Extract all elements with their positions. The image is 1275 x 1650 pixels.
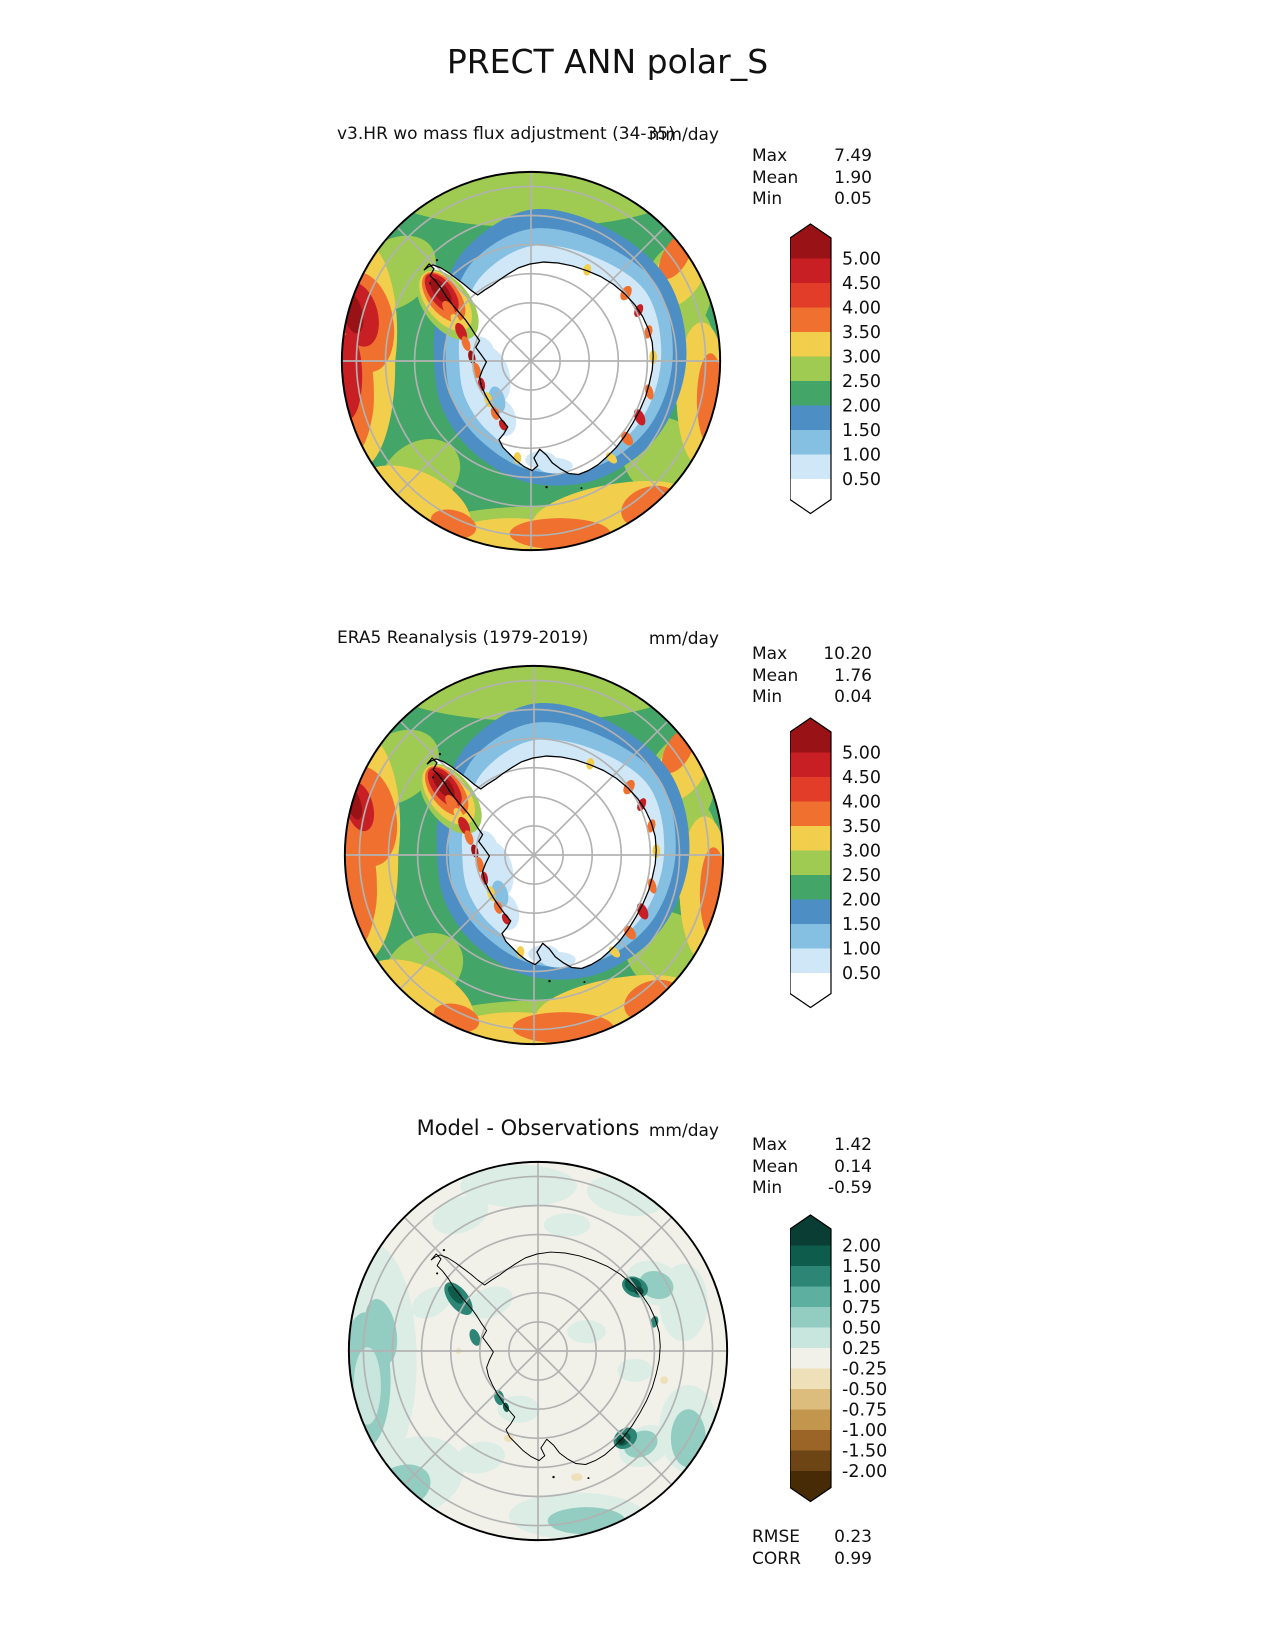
stats-block-model: Max 7.49 Mean 1.90 Min 0.05 xyxy=(752,146,872,211)
svg-text:1.00: 1.00 xyxy=(842,1278,881,1298)
svg-text:-0.50: -0.50 xyxy=(842,1380,887,1400)
stat-value: 0.14 xyxy=(834,1156,872,1177)
stat-label: Min xyxy=(752,189,783,209)
stat-value: 7.49 xyxy=(834,146,872,166)
panel-units-model: mm/day xyxy=(648,125,719,145)
stat-row: Max 10.20 xyxy=(752,644,872,666)
panel-title-model: v3.HR wo mass flux adjustment (34-35) xyxy=(337,124,675,144)
metric-row: CORR 0.99 xyxy=(752,1549,872,1571)
svg-text:5.00: 5.00 xyxy=(842,744,881,764)
metric-row: RMSE 0.23 xyxy=(752,1527,872,1549)
panel-title-reference: ERA5 Reanalysis (1979-2019) xyxy=(337,628,589,648)
figure-title: PRECT ANN polar_S xyxy=(446,42,769,81)
svg-text:-1.50: -1.50 xyxy=(842,1442,887,1462)
stat-label: Min xyxy=(752,1178,783,1198)
svg-text:1.50: 1.50 xyxy=(842,421,881,441)
svg-text:3.00: 3.00 xyxy=(842,348,881,368)
colorbar-difference: 2.00 1.50 1.00 0.75 0.50 0.25 -0.25 -0.50 -0.75-… xyxy=(789,1213,920,1512)
stat-label: Max xyxy=(752,146,788,166)
svg-text:3.50: 3.50 xyxy=(842,323,881,343)
stat-row: Min 0.04 xyxy=(752,687,872,709)
metric-label: RMSE xyxy=(752,1527,801,1547)
svg-text:0.75: 0.75 xyxy=(842,1298,881,1318)
stat-row: Max 7.49 xyxy=(752,146,872,168)
stat-value: 0.04 xyxy=(834,687,872,707)
svg-text:4.00: 4.00 xyxy=(842,793,881,813)
colorbar-model: 5.00 4.50 4.00 3.50 3.00 2.50 2.00 1.50 1.00 0.50 xyxy=(789,222,920,524)
svg-text:1.50: 1.50 xyxy=(842,915,881,935)
stat-label: Mean xyxy=(752,167,799,188)
stat-value: 1.76 xyxy=(834,665,872,686)
map-difference xyxy=(344,1157,732,1545)
stat-value: 1.42 xyxy=(834,1135,872,1155)
stat-value: 0.05 xyxy=(834,189,872,209)
stat-row: Min 0.05 xyxy=(752,189,872,211)
map-reference xyxy=(340,661,728,1049)
svg-text:0.50: 0.50 xyxy=(842,964,881,984)
stat-value: 10.20 xyxy=(823,644,872,664)
svg-text:0.25: 0.25 xyxy=(842,1339,881,1359)
svg-text:0.50: 0.50 xyxy=(842,470,881,490)
svg-text:2.00: 2.00 xyxy=(842,891,881,911)
stat-label: Max xyxy=(752,644,788,664)
svg-text:-0.25: -0.25 xyxy=(842,1360,887,1380)
svg-text:0.50: 0.50 xyxy=(842,1319,881,1339)
metric-label: CORR xyxy=(752,1548,801,1569)
svg-text:-0.75: -0.75 xyxy=(842,1401,887,1421)
metrics-block: RMSE 0.23 CORR 0.99 xyxy=(752,1527,872,1570)
stat-row: Min -0.59 xyxy=(752,1178,872,1200)
panel-units-difference: mm/day xyxy=(648,1121,719,1141)
svg-text:-2.00: -2.00 xyxy=(842,1462,887,1482)
panel-units-reference: mm/day xyxy=(648,629,719,649)
svg-text:2.50: 2.50 xyxy=(842,372,881,392)
stat-row: Max 1.42 xyxy=(752,1135,872,1157)
metric-value: 0.23 xyxy=(834,1527,872,1547)
svg-text:1.00: 1.00 xyxy=(842,446,881,466)
stats-block-reference: Max 10.20 Mean 1.76 Min 0.04 xyxy=(752,644,872,709)
panel-title-row-difference: Model - Observations mm/day xyxy=(337,1116,719,1141)
stats-block-difference: Max 1.42 Mean 0.14 Min -0.59 xyxy=(752,1135,872,1200)
stat-value: -0.59 xyxy=(828,1178,872,1198)
svg-text:5.00: 5.00 xyxy=(842,250,881,270)
stat-value: 1.90 xyxy=(834,167,872,188)
panel-title-difference: Model - Observations xyxy=(416,1116,640,1140)
svg-text:2.00: 2.00 xyxy=(842,1237,881,1257)
stat-row: Mean 0.14 xyxy=(752,1157,872,1179)
stat-label: Max xyxy=(752,1135,788,1155)
svg-text:2.50: 2.50 xyxy=(842,866,881,886)
map-model xyxy=(337,167,725,555)
svg-text:2.00: 2.00 xyxy=(842,397,881,417)
svg-text:3.50: 3.50 xyxy=(842,817,881,837)
svg-text:-1.00: -1.00 xyxy=(842,1421,887,1441)
stat-label: Mean xyxy=(752,665,799,686)
panel-title-row-reference: ERA5 Reanalysis (1979-2019) mm/day xyxy=(337,628,719,649)
svg-text:1.50: 1.50 xyxy=(842,1257,881,1277)
stat-label: Mean xyxy=(752,1156,799,1177)
svg-text:1.00: 1.00 xyxy=(842,940,881,960)
colorbar-reference: 5.00 4.50 4.00 3.50 3.00 2.50 2.00 1.50 1.00 0.50 xyxy=(789,716,920,1018)
stat-label: Min xyxy=(752,687,783,707)
svg-text:3.00: 3.00 xyxy=(842,842,881,862)
stat-row: Mean 1.76 xyxy=(752,666,872,688)
stat-row: Mean 1.90 xyxy=(752,168,872,190)
svg-text:4.50: 4.50 xyxy=(842,274,881,294)
metric-value: 0.99 xyxy=(834,1548,872,1569)
svg-text:4.50: 4.50 xyxy=(842,768,881,788)
svg-text:4.00: 4.00 xyxy=(842,299,881,319)
panel-title-row-model: v3.HR wo mass flux adjustment (34-35) mm… xyxy=(337,124,719,145)
